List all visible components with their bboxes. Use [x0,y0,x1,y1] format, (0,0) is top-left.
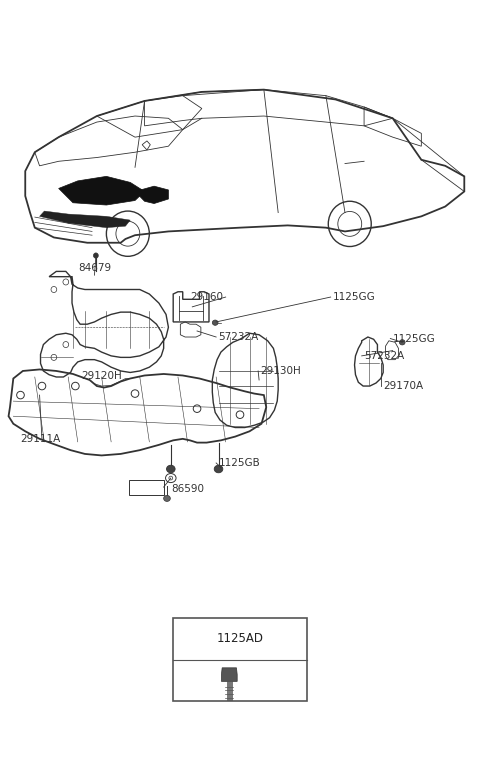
Text: 1125AD: 1125AD [216,632,264,645]
Bar [227,681,232,700]
Ellipse shape [214,466,223,473]
Text: 29111A: 29111A [21,434,61,444]
Ellipse shape [399,340,405,345]
Bar [129,480,164,494]
Text: 29130H: 29130H [261,366,301,376]
Text: 1125GB: 1125GB [218,458,260,468]
Ellipse shape [212,320,218,326]
Text: 1125GG: 1125GG [333,292,376,302]
Text: 29120H: 29120H [81,371,122,381]
Text: 29170A: 29170A [383,381,423,391]
Polygon shape [221,668,237,681]
Bar [173,618,307,701]
Text: 84679: 84679 [78,263,111,273]
Text: 86590: 86590 [171,484,204,494]
Ellipse shape [94,253,98,258]
Text: 29160: 29160 [190,292,223,302]
Polygon shape [39,211,130,228]
Text: 57232A: 57232A [364,351,404,361]
Ellipse shape [164,495,170,501]
Text: 1125GG: 1125GG [393,334,435,344]
Polygon shape [135,186,168,204]
Text: 57232A: 57232A [218,332,259,342]
Polygon shape [59,176,144,205]
Ellipse shape [167,466,175,473]
